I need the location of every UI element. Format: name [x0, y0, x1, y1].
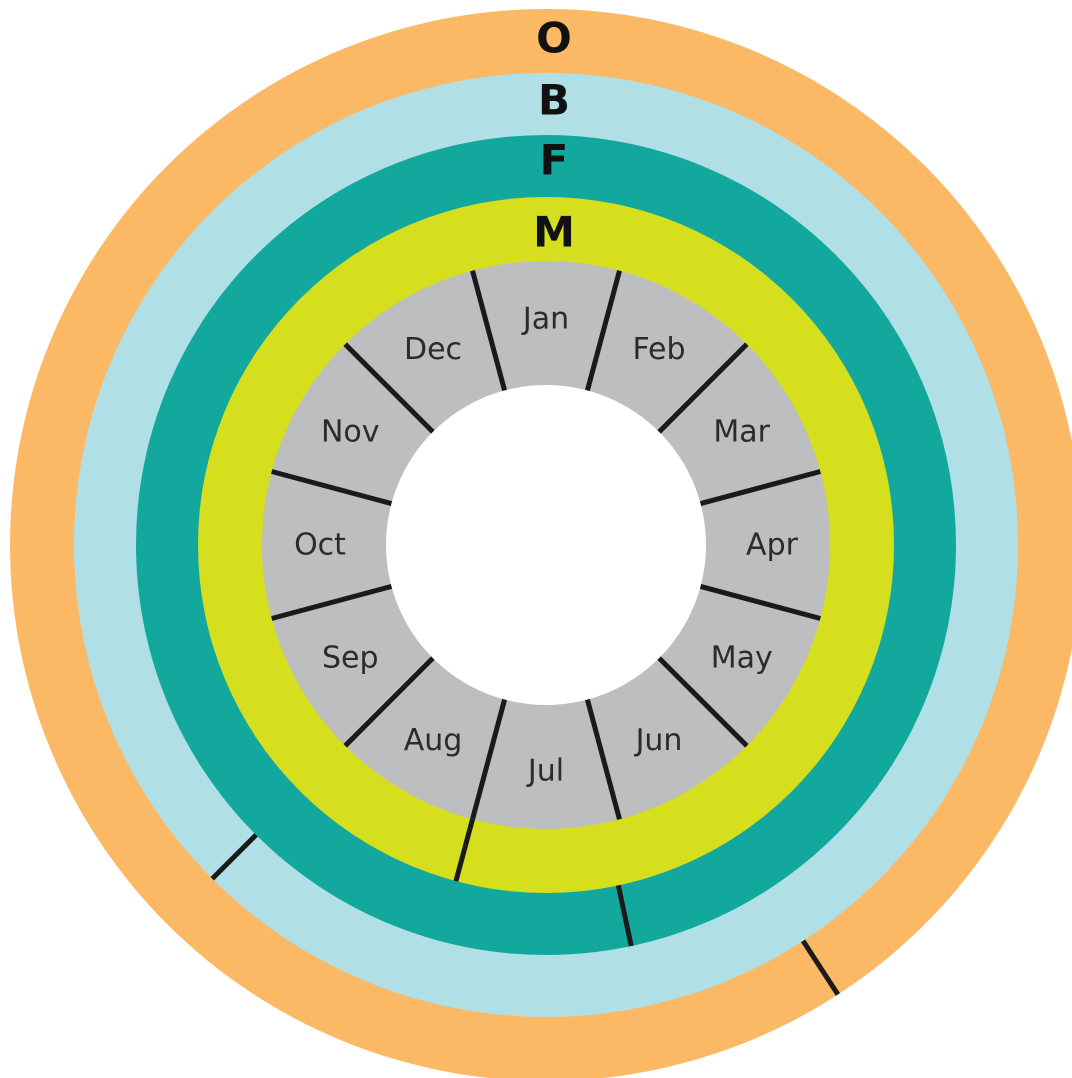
month-labels: Jan Feb Mar Apr May Jun Jul Aug Sep Oct Nov Dec — [294, 302, 799, 789]
month-divider — [470, 698, 508, 820]
month-label-may: May — [711, 641, 773, 676]
month-divider — [343, 342, 435, 434]
month-label-apr: Apr — [746, 528, 799, 563]
month-label-jan: Jan — [521, 302, 569, 337]
ring-label-b: B — [538, 76, 570, 125]
month-divider — [584, 698, 622, 820]
month-divider — [343, 656, 435, 748]
month-label-jun: Jun — [634, 723, 683, 758]
month-label-sep: Sep — [322, 641, 379, 676]
month-label-feb: Feb — [632, 332, 685, 367]
ring-divider-o — [800, 939, 841, 996]
month-divider — [271, 583, 393, 621]
month-divider — [271, 469, 393, 507]
ring-label-f: F — [540, 136, 569, 185]
ring-divider-b — [210, 833, 258, 881]
month-divider — [657, 656, 749, 748]
month-label-mar: Mar — [713, 415, 770, 450]
month-divider — [699, 469, 821, 507]
month-label-jul: Jul — [526, 754, 564, 789]
dividers-layer — [210, 270, 841, 996]
month-divider — [657, 342, 749, 434]
month-label-oct: Oct — [294, 528, 346, 563]
ring-label-m: M — [533, 208, 575, 257]
center-hole — [386, 385, 706, 705]
ring-divider-f — [615, 884, 634, 947]
month-label-dec: Dec — [404, 332, 462, 367]
ring-label-o: O — [536, 14, 572, 63]
month-divider — [699, 583, 821, 621]
month-divider — [470, 270, 508, 392]
month-label-aug: Aug — [404, 723, 463, 758]
month-divider — [584, 270, 622, 392]
ring-divider-m — [453, 818, 475, 882]
month-label-nov: Nov — [321, 415, 380, 450]
